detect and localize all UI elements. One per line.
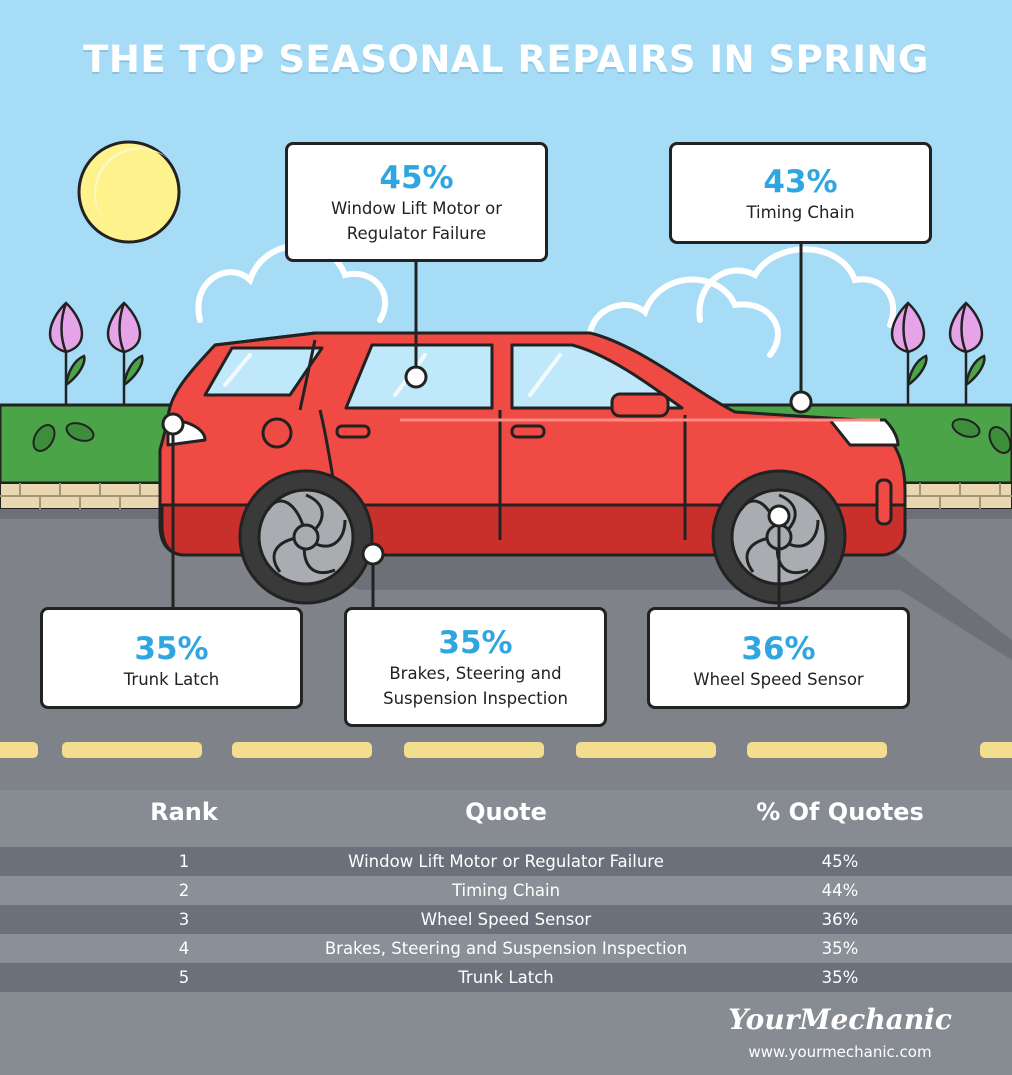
sun-icon: [77, 140, 181, 244]
table-row: 1 Window Lift Motor or Regulator Failure…: [0, 847, 1012, 876]
callout-wheel-speed-sensor: 36% Wheel Speed Sensor: [647, 607, 910, 709]
callout-label: Regulator Failure: [346, 224, 487, 243]
wheel-icon: [238, 469, 374, 605]
cell-rank: 3: [178, 910, 190, 929]
callout-label: Wheel Speed Sensor: [693, 670, 864, 689]
brand-url: www.yourmechanic.com: [748, 1043, 932, 1061]
callout-percent: 35%: [134, 631, 209, 667]
callout-timing-chain: 43% Timing Chain: [669, 142, 932, 244]
cell-percent: 44%: [821, 881, 859, 900]
callout-percent: 35%: [438, 625, 513, 661]
cell-percent: 35%: [821, 939, 859, 958]
cell-quote: Trunk Latch: [458, 968, 554, 987]
brand-logo: YourMechanic: [728, 1003, 952, 1036]
cell-quote: Brakes, Steering and Suspension Inspecti…: [324, 939, 688, 958]
table-row: 4 Brakes, Steering and Suspension Inspec…: [0, 934, 1012, 963]
table-row: 2 Timing Chain 44%: [0, 876, 1012, 905]
cell-percent: 36%: [821, 910, 859, 929]
table-row: 3 Wheel Speed Sensor 36%: [0, 905, 1012, 934]
cell-rank: 2: [178, 881, 190, 900]
callout-percent: 36%: [741, 631, 816, 667]
callout-percent: 45%: [379, 160, 454, 196]
cell-rank: 1: [178, 852, 190, 871]
table-row: 5 Trunk Latch 35%: [0, 963, 1012, 992]
cell-percent: 45%: [821, 852, 859, 871]
column-header-quote: Quote: [465, 798, 547, 826]
page-title: THE TOP SEASONAL REPAIRS IN SPRING: [83, 38, 929, 81]
cell-rank: 5: [178, 968, 190, 987]
callout-window-lift-motor: 45% Window Lift Motor or Regulator Failu…: [285, 142, 548, 262]
cell-quote: Timing Chain: [451, 881, 561, 900]
cell-rank: 4: [178, 939, 190, 958]
callout-label: Timing Chain: [746, 203, 855, 222]
column-header-rank: Rank: [150, 798, 218, 826]
callout-brakes-steering: 35% Brakes, Steering and Suspension Insp…: [344, 607, 607, 727]
callout-label: Brakes, Steering and: [389, 664, 562, 683]
callout-label: Window Lift Motor or: [330, 199, 503, 218]
cell-quote: Wheel Speed Sensor: [420, 910, 592, 929]
column-header-percent: % Of Quotes: [756, 798, 924, 826]
callout-label: Suspension Inspection: [383, 689, 568, 708]
callout-trunk-latch: 35% Trunk Latch: [40, 607, 303, 709]
tulip-icon: [48, 301, 986, 405]
callout-label: Trunk Latch: [123, 670, 220, 689]
cell-quote: Window Lift Motor or Regulator Failure: [348, 852, 664, 871]
callout-percent: 43%: [763, 164, 838, 200]
cell-percent: 35%: [821, 968, 859, 987]
